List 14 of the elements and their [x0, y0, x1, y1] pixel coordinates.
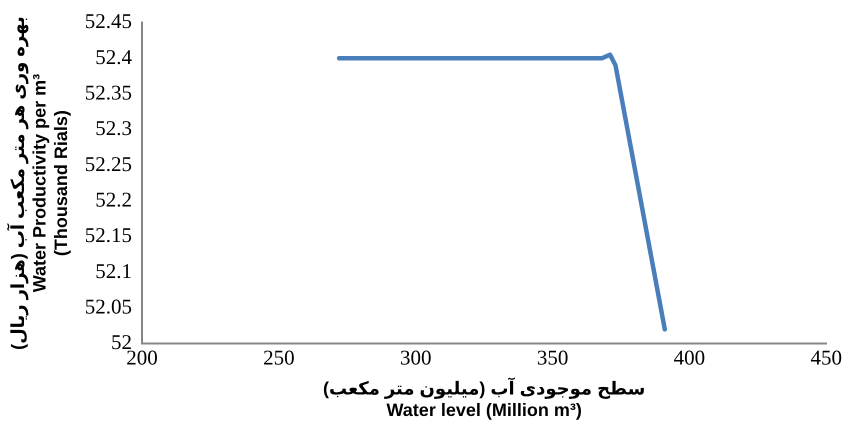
- y-tick-label: 52.45: [84, 9, 132, 34]
- y-tick-label: 52.4: [95, 44, 133, 69]
- x-tick-label: 300: [400, 346, 432, 370]
- y-tick-label: 52.15: [84, 223, 132, 248]
- x-tick-label: 350: [536, 346, 568, 370]
- y-tick-label: 52.2: [95, 187, 132, 212]
- y-tick-label: 52.3: [95, 116, 132, 140]
- x-tick-label: 450: [810, 346, 842, 370]
- y-tick-label: 52.25: [84, 152, 132, 176]
- y-tick-label: 52.05: [84, 294, 132, 318]
- y-tick-label: 52.1: [95, 258, 132, 283]
- x-tick-label: 400: [674, 346, 706, 370]
- y-tick-label: 52.35: [84, 80, 132, 104]
- x-tick-label: 250: [263, 346, 295, 370]
